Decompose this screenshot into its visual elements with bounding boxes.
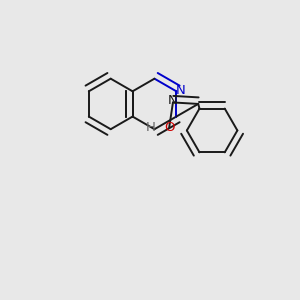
Text: N: N	[168, 94, 178, 107]
Text: H: H	[145, 121, 155, 134]
Text: O: O	[164, 121, 174, 134]
Text: N: N	[175, 84, 185, 97]
